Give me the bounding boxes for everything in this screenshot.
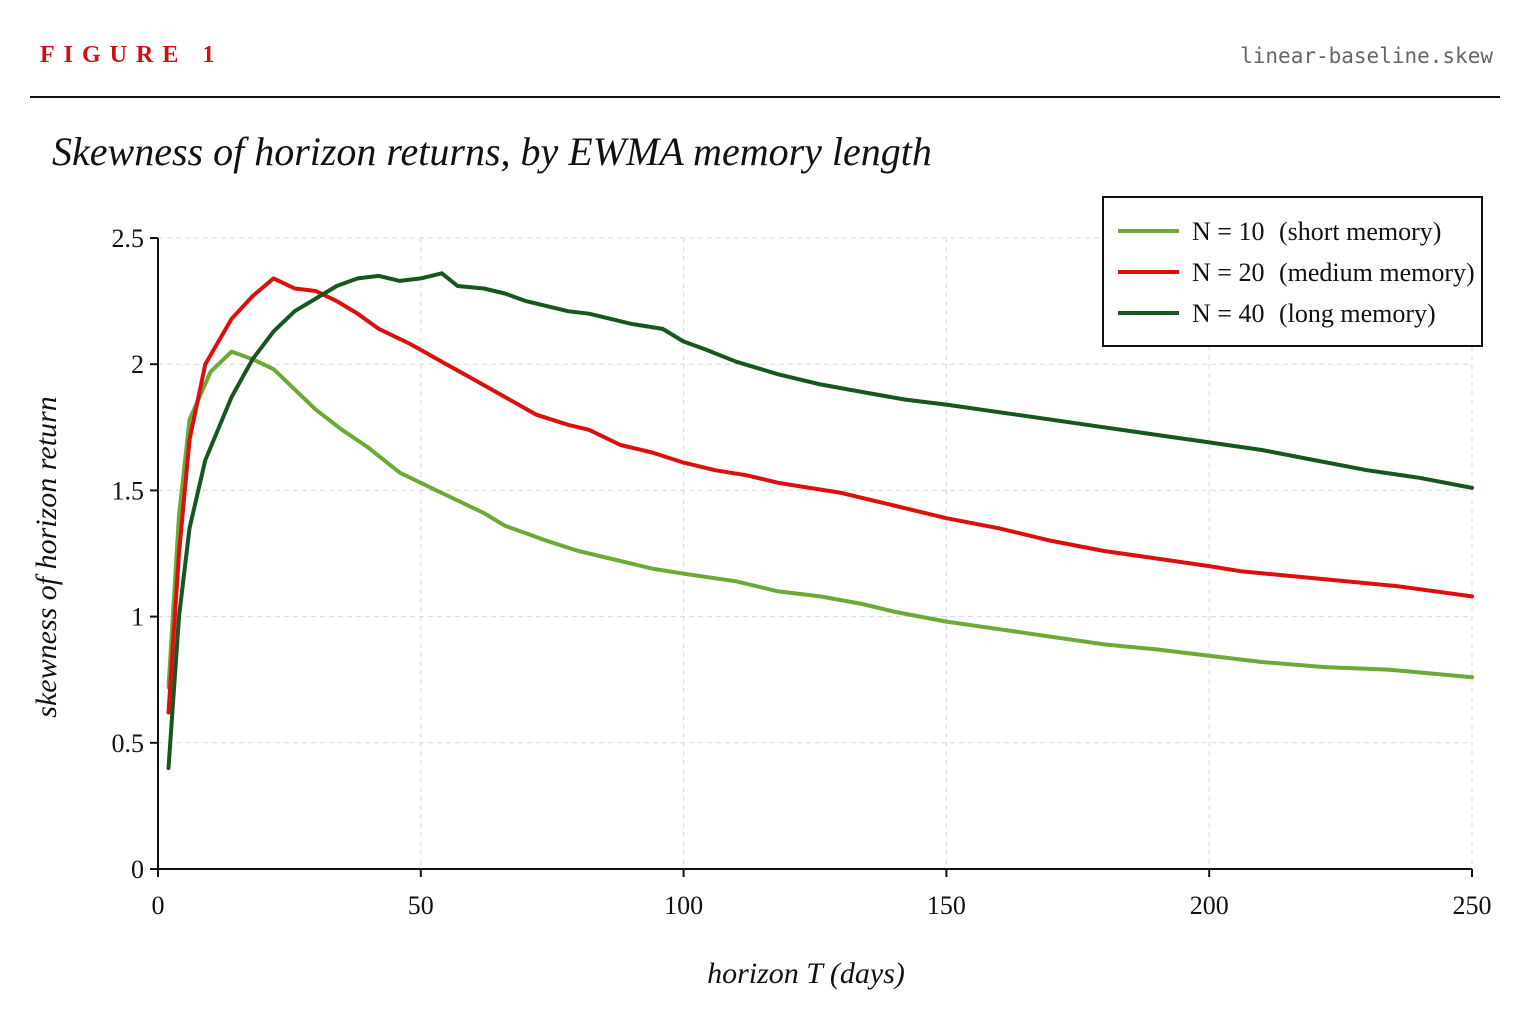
x-tick-label: 250 — [1453, 891, 1492, 920]
axes: 0 50 100 150 200 250 0 0.5 1 1.5 2 2.5 — [112, 224, 1492, 920]
series-line-2 — [166, 276, 1474, 715]
y-tick-label: 2 — [131, 350, 144, 379]
y-tick-label: 2.5 — [112, 224, 145, 253]
x-axis-title: horizon T (days) — [707, 957, 905, 990]
grid-lines — [158, 237, 1473, 869]
y-tick-label: 1 — [131, 603, 144, 632]
legend-label-desc: (long memory) — [1279, 299, 1436, 328]
legend: N = 10 (short memory) N = 20 (medium memory… — [1102, 196, 1483, 347]
series-line-3 — [166, 271, 1474, 770]
chart-title: Skewness of horizon returns, by EWMA mem… — [52, 129, 932, 174]
figure-label: FIGURE 1 — [40, 42, 224, 68]
x-tick-label: 200 — [1190, 891, 1229, 920]
legend-label-n: N = 10 — [1192, 217, 1264, 246]
x-tick-label: 150 — [927, 891, 966, 920]
header-divider — [30, 96, 1500, 98]
file-name-label: linear-baseline.skew — [1240, 44, 1493, 68]
x-tick-label: 100 — [664, 891, 703, 920]
legend-label-n: N = 40 — [1192, 299, 1264, 328]
legend-label-desc: (medium memory) — [1279, 258, 1475, 287]
x-tick-label: 0 — [152, 891, 165, 920]
y-tick-label: 0 — [131, 855, 144, 884]
series-line-1 — [166, 349, 1474, 690]
legend-label-n: N = 20 — [1192, 258, 1264, 287]
series-lines — [166, 271, 1474, 770]
x-tick-label: 50 — [408, 891, 434, 920]
y-tick-label: 0.5 — [112, 729, 145, 758]
y-axis-title: skewness of horizon return — [30, 396, 63, 717]
legend-label-desc: (short memory) — [1279, 217, 1441, 246]
y-tick-label: 1.5 — [112, 476, 145, 505]
